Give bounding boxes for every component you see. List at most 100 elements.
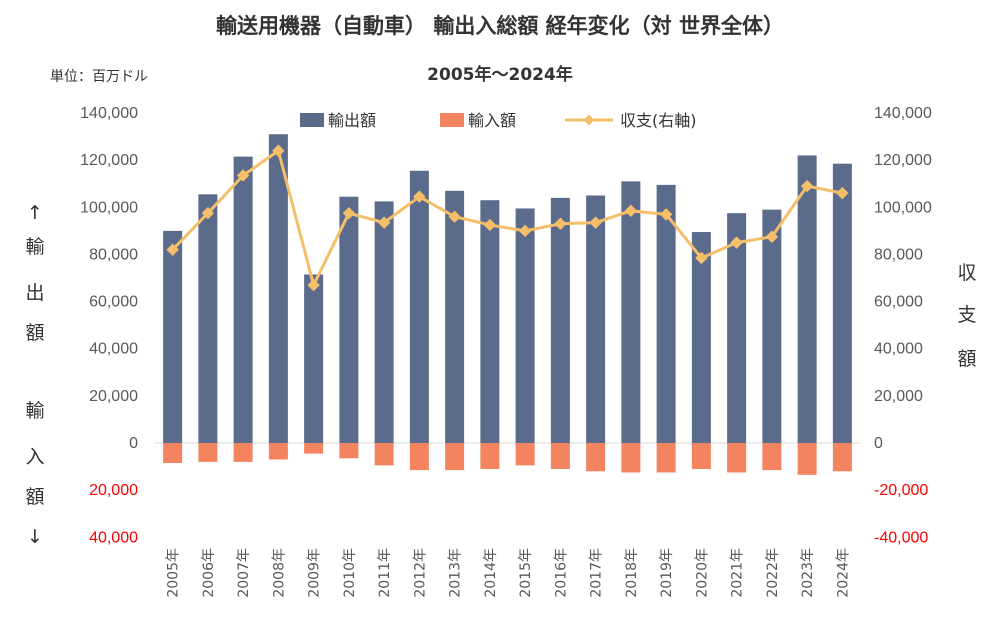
balance-marker	[201, 206, 215, 220]
left-axis-char: 額	[25, 486, 45, 508]
left-axis-tick-label: 80,000	[89, 246, 138, 263]
export-bar	[268, 134, 288, 443]
chart-subtitle: 2005年～2024年	[427, 65, 573, 85]
right-axis-tick-label: 60,000	[874, 294, 923, 311]
balance-marker	[659, 208, 673, 221]
import-bar	[832, 443, 852, 472]
right-axis-tick-label: 80,000	[874, 246, 923, 263]
left-axis-tick-label: 0	[129, 435, 138, 452]
x-axis-tick-label: 2019年	[659, 548, 675, 598]
right-axis-tick-label: -20,000	[874, 482, 928, 499]
export-bar	[515, 208, 535, 443]
export-bar	[163, 230, 183, 443]
x-axis-tick-label: 2017年	[589, 548, 605, 598]
legend-swatch	[440, 113, 464, 127]
balance-marker	[377, 216, 391, 229]
balance-marker	[589, 216, 602, 229]
balance-marker	[166, 243, 179, 256]
export-bar	[374, 201, 394, 443]
x-axis-tick-label: 2013年	[448, 548, 464, 598]
x-axis-tick-label: 2021年	[730, 548, 746, 598]
import-bar	[480, 443, 500, 469]
import-bar	[198, 443, 218, 462]
legend-marker	[583, 114, 595, 126]
legend-label: 輸出額	[328, 111, 376, 130]
x-axis-tick-label: 2015年	[518, 548, 534, 598]
export-bar	[832, 163, 852, 443]
import-bar	[550, 443, 570, 469]
left-axis-char: 出	[25, 282, 45, 304]
right-axis-tick-label: 140,000	[874, 105, 932, 122]
import-bar	[233, 443, 253, 462]
right-axis-tick-label: 120,000	[874, 152, 932, 169]
balance-line	[171, 149, 843, 287]
left-axis-char: 入	[25, 446, 45, 468]
left-axis-tick-label: 20,000	[89, 482, 138, 499]
import-bar	[515, 443, 535, 466]
x-axis-tick-label: 2006年	[201, 548, 217, 598]
balance-marker	[413, 190, 426, 203]
export-bar	[727, 213, 747, 443]
right-axis-tick-label: 0	[874, 435, 883, 452]
x-axis-tick-label: 2011年	[377, 548, 393, 598]
right-axis-tick-label: 20,000	[874, 388, 923, 405]
import-bar	[691, 443, 711, 469]
left-axis-tick-label: 140,000	[80, 105, 138, 122]
legend-label: 収支(右軸)	[620, 111, 697, 130]
export-bar	[762, 209, 782, 443]
import-bar	[374, 443, 394, 466]
chart-title: 輸送用機器（自動車） 輸出入総額 経年変化（対 世界全体）	[216, 14, 784, 38]
x-axis-tick-label: 2023年	[800, 548, 816, 598]
balance-marker	[624, 204, 638, 218]
left-axis-tick-label: 120,000	[80, 152, 138, 169]
x-axis-tick-label: 2018年	[624, 548, 640, 598]
x-axis-tick-label: 2016年	[553, 548, 569, 598]
import-bar	[163, 443, 183, 464]
left-axis-char: 輸	[25, 236, 45, 258]
import-bar	[339, 443, 359, 459]
export-bar	[339, 196, 359, 443]
left-axis-char: ↓	[27, 526, 43, 548]
import-bar	[445, 443, 465, 471]
import-bar	[621, 443, 641, 473]
x-axis-tick-label: 2007年	[236, 548, 252, 598]
x-axis-tick-label: 2005年	[166, 548, 182, 598]
left-axis-tick-label: 40,000	[89, 529, 138, 546]
balance-marker	[483, 218, 497, 232]
balance-marker	[800, 179, 814, 193]
right-axis-char: 支	[957, 304, 977, 326]
balance-marker	[236, 169, 250, 182]
balance-marker	[554, 217, 567, 230]
import-bar	[727, 443, 747, 473]
import-bar	[268, 443, 288, 460]
left-axis-tick-label: 100,000	[80, 199, 138, 216]
balance-marker	[272, 144, 285, 157]
import-bar	[656, 443, 676, 473]
balance-marker	[730, 236, 743, 249]
export-bar	[304, 274, 324, 443]
balance-marker	[518, 224, 532, 238]
import-bar	[409, 443, 429, 471]
legend-label: 輸入額	[468, 111, 516, 130]
right-axis-tick-label: 40,000	[874, 341, 923, 358]
export-bar	[409, 170, 429, 443]
right-axis-tick-label: 100,000	[874, 199, 932, 216]
export-bar	[445, 190, 465, 443]
export-bar	[797, 155, 817, 443]
right-axis-char: 額	[957, 348, 977, 370]
x-axis-tick-label: 2020年	[694, 548, 710, 598]
x-axis-tick-label: 2009年	[307, 548, 323, 598]
x-axis-tick-label: 2012年	[412, 548, 428, 598]
right-axis-tick-label: -40,000	[874, 529, 928, 546]
export-bar	[621, 181, 641, 443]
left-axis-tick-label: 60,000	[89, 294, 138, 311]
left-axis-char: 額	[25, 322, 45, 344]
x-axis-tick-label: 2008年	[271, 548, 287, 598]
x-axis-tick-label: 2010年	[342, 548, 358, 598]
left-axis-tick-label: 40,000	[89, 341, 138, 358]
balance-marker	[836, 186, 849, 200]
balance-marker	[307, 278, 320, 292]
export-bar	[656, 184, 676, 443]
balance-marker	[695, 251, 708, 265]
